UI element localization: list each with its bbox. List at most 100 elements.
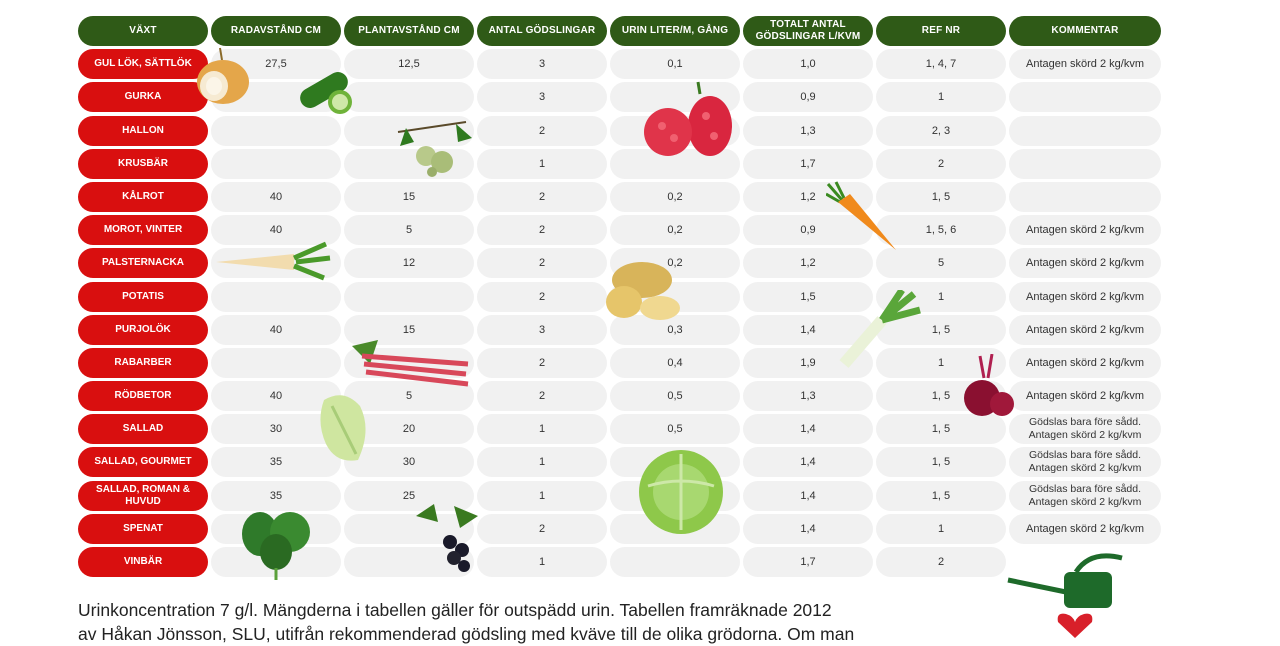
cell-urin-liter: 0,5	[610, 414, 740, 445]
lettuce-icon	[320, 395, 366, 461]
beetroot-icon	[964, 354, 1014, 416]
fertilizer-table: VÄXT RADAVSTÅND CM PLANTAVSTÅND CM ANTAL…	[78, 16, 1164, 580]
cell-antal-godslingar: 1	[477, 447, 607, 478]
cell-urin-liter: 0,1	[610, 49, 740, 80]
cell-ref-nr: 1, 5	[876, 447, 1006, 478]
cucumber-icon	[300, 72, 352, 114]
table-body: GUL LÖK, SÄTTLÖK 27,5 12,5 3 0,1 1,0 1, 4, 7 An…	[78, 49, 1164, 577]
cell-plantavstand: 5	[344, 215, 474, 246]
cell-urin-liter: 0,2	[610, 181, 740, 212]
heart-icon	[1057, 613, 1093, 638]
cell-antal-godslingar: 1	[477, 547, 607, 577]
cell-radavstand	[211, 281, 341, 312]
cell-plantavstand	[344, 281, 474, 312]
cell-antal-godslingar: 2	[477, 381, 607, 412]
cell-plantavstand: 15	[344, 314, 474, 345]
table-row: PURJOLÖK 40 15 3 0,3 1,4 1, 5 Antagen skörd 2 k…	[78, 314, 1164, 345]
cell-radavstand: 40	[211, 181, 341, 212]
cell-antal-godslingar: 2	[477, 181, 607, 212]
cell-ref-nr: 5	[876, 248, 1006, 279]
cell-antal-godslingar: 1	[477, 414, 607, 445]
table-row: HALLON 2 1,3 2, 3	[78, 115, 1164, 146]
cell-kommentar: Gödslas bara före sådd. Antagen skörd 2 …	[1009, 447, 1161, 478]
cell-antal-godslingar: 3	[477, 314, 607, 345]
crop-name: VINBÄR	[78, 547, 208, 577]
crop-name: GUL LÖK, SÄTTLÖK	[78, 49, 208, 80]
cell-kommentar: Gödslas bara före sådd. Antagen skörd 2 …	[1009, 480, 1161, 511]
cell-totalt-antal: 1,5	[743, 281, 873, 312]
cell-totalt-antal: 1,3	[743, 381, 873, 412]
crop-name: RÖDBETOR	[78, 381, 208, 412]
cell-antal-godslingar: 2	[477, 347, 607, 378]
cell-radavstand: 30	[211, 414, 341, 445]
crop-name: SALLAD, GOURMET	[78, 447, 208, 478]
header-totalt-antal: TOTALT ANTAL GÖDSLINGAR L/KVM	[743, 16, 873, 46]
parsnip-icon	[216, 241, 331, 281]
crop-name: HALLON	[78, 115, 208, 146]
cell-antal-godslingar: 1	[477, 148, 607, 179]
crop-name: RABARBER	[78, 347, 208, 378]
footer-line-2: av Håkan Jönsson, SLU, utifrån rekommend…	[78, 624, 855, 644]
crop-name: KÅLROT	[78, 181, 208, 212]
header-kommentar: KOMMENTAR	[1009, 16, 1161, 46]
header-plantavstand: PLANTAVSTÅND CM	[344, 16, 474, 46]
cell-ref-nr: 2, 3	[876, 115, 1006, 146]
leek-icon	[839, 290, 921, 368]
rhubarb-icon	[352, 340, 469, 387]
cell-radavstand	[211, 115, 341, 146]
spinach-icon	[242, 512, 310, 580]
cell-radavstand	[211, 148, 341, 179]
cell-totalt-antal: 1,4	[743, 480, 873, 511]
cell-ref-nr: 1	[876, 82, 1006, 113]
cell-kommentar: Antagen skörd 2 kg/kvm	[1009, 513, 1161, 544]
cell-kommentar	[1009, 115, 1161, 146]
cell-kommentar: Antagen skörd 2 kg/kvm	[1009, 347, 1161, 378]
cell-kommentar: Antagen skörd 2 kg/kvm	[1009, 49, 1161, 80]
cell-plantavstand: 30	[344, 447, 474, 478]
table-row: SPENAT 2 1,4 1 Antagen skörd 2 kg/kvm	[78, 513, 1164, 544]
cell-radavstand: 35	[211, 480, 341, 511]
cell-ref-nr: 1, 5, 6	[876, 215, 1006, 246]
cell-urin-liter: 0,4	[610, 347, 740, 378]
crop-name: PURJOLÖK	[78, 314, 208, 345]
crop-name: PALSTERNACKA	[78, 248, 208, 279]
table-row: GUL LÖK, SÄTTLÖK 27,5 12,5 3 0,1 1,0 1, 4, 7 An…	[78, 49, 1164, 80]
cell-plantavstand: 5	[344, 381, 474, 412]
cell-antal-godslingar: 2	[477, 115, 607, 146]
cell-urin-liter: 0,3	[610, 314, 740, 345]
cell-ref-nr: 1, 5	[876, 181, 1006, 212]
table-row: SALLAD, GOURMET 35 30 1 1,4 1, 5 Gödslas bara …	[78, 447, 1164, 478]
carrot-icon	[826, 181, 896, 250]
header-antal-godslingar: ANTAL GÖDSLINGAR	[477, 16, 607, 46]
header-urin-liter: URIN LITER/M, GÅNG	[610, 16, 740, 46]
table-row: KÅLROT 40 15 2 0,2 1,2 1, 5	[78, 181, 1164, 212]
cell-totalt-antal: 1,7	[743, 148, 873, 179]
cell-kommentar: Antagen skörd 2 kg/kvm	[1009, 215, 1161, 246]
cell-kommentar: Gödslas bara före sådd. Antagen skörd 2 …	[1009, 414, 1161, 445]
header-ref-nr: REF NR	[876, 16, 1006, 46]
cell-kommentar	[1009, 148, 1161, 179]
cell-plantavstand: 15	[344, 181, 474, 212]
onion-icon	[197, 47, 249, 104]
cell-totalt-antal: 1,4	[743, 414, 873, 445]
cell-totalt-antal: 0,9	[743, 215, 873, 246]
cell-totalt-antal: 1,7	[743, 547, 873, 577]
crop-name: POTATIS	[78, 281, 208, 312]
cell-ref-nr: 1, 4, 7	[876, 49, 1006, 80]
cell-kommentar	[1009, 181, 1161, 212]
cell-plantavstand: 12,5	[344, 49, 474, 80]
watering-can-icon	[1007, 553, 1123, 608]
cell-kommentar: Antagen skörd 2 kg/kvm	[1009, 281, 1161, 312]
crop-name: KRUSBÄR	[78, 148, 208, 179]
cell-plantavstand: 12	[344, 248, 474, 279]
cell-kommentar	[1009, 82, 1161, 113]
potato-icon	[606, 262, 680, 320]
cell-antal-godslingar: 2	[477, 248, 607, 279]
cell-ref-nr: 2	[876, 547, 1006, 577]
cell-ref-nr: 1	[876, 513, 1006, 544]
cell-ref-nr: 1, 5	[876, 480, 1006, 511]
footer-text: Urinkoncentration 7 g/l. Mängderna i tab…	[78, 598, 958, 646]
table-row: SALLAD 30 20 1 0,5 1,4 1, 5 Gödslas bara före s…	[78, 414, 1164, 445]
crop-name: SPENAT	[78, 513, 208, 544]
cell-kommentar: Antagen skörd 2 kg/kvm	[1009, 248, 1161, 279]
